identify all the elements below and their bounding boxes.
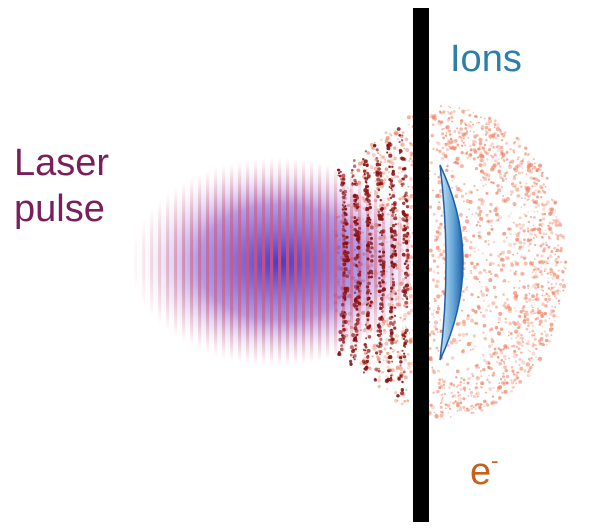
electron-wavefronts xyxy=(336,127,410,398)
laser-pulse xyxy=(115,150,415,380)
electron-label: e- xyxy=(470,438,498,495)
laser-label-line1: Laser xyxy=(14,142,110,184)
ions-label: Ions xyxy=(450,38,522,80)
electron-symbol: e xyxy=(470,451,492,493)
target-foil xyxy=(413,8,429,522)
laser-pulse-label: Laser pulse xyxy=(14,140,109,232)
laser-label-line2: pulse xyxy=(14,188,105,230)
ion-crescent xyxy=(439,164,464,361)
electron-charge: - xyxy=(491,448,499,473)
